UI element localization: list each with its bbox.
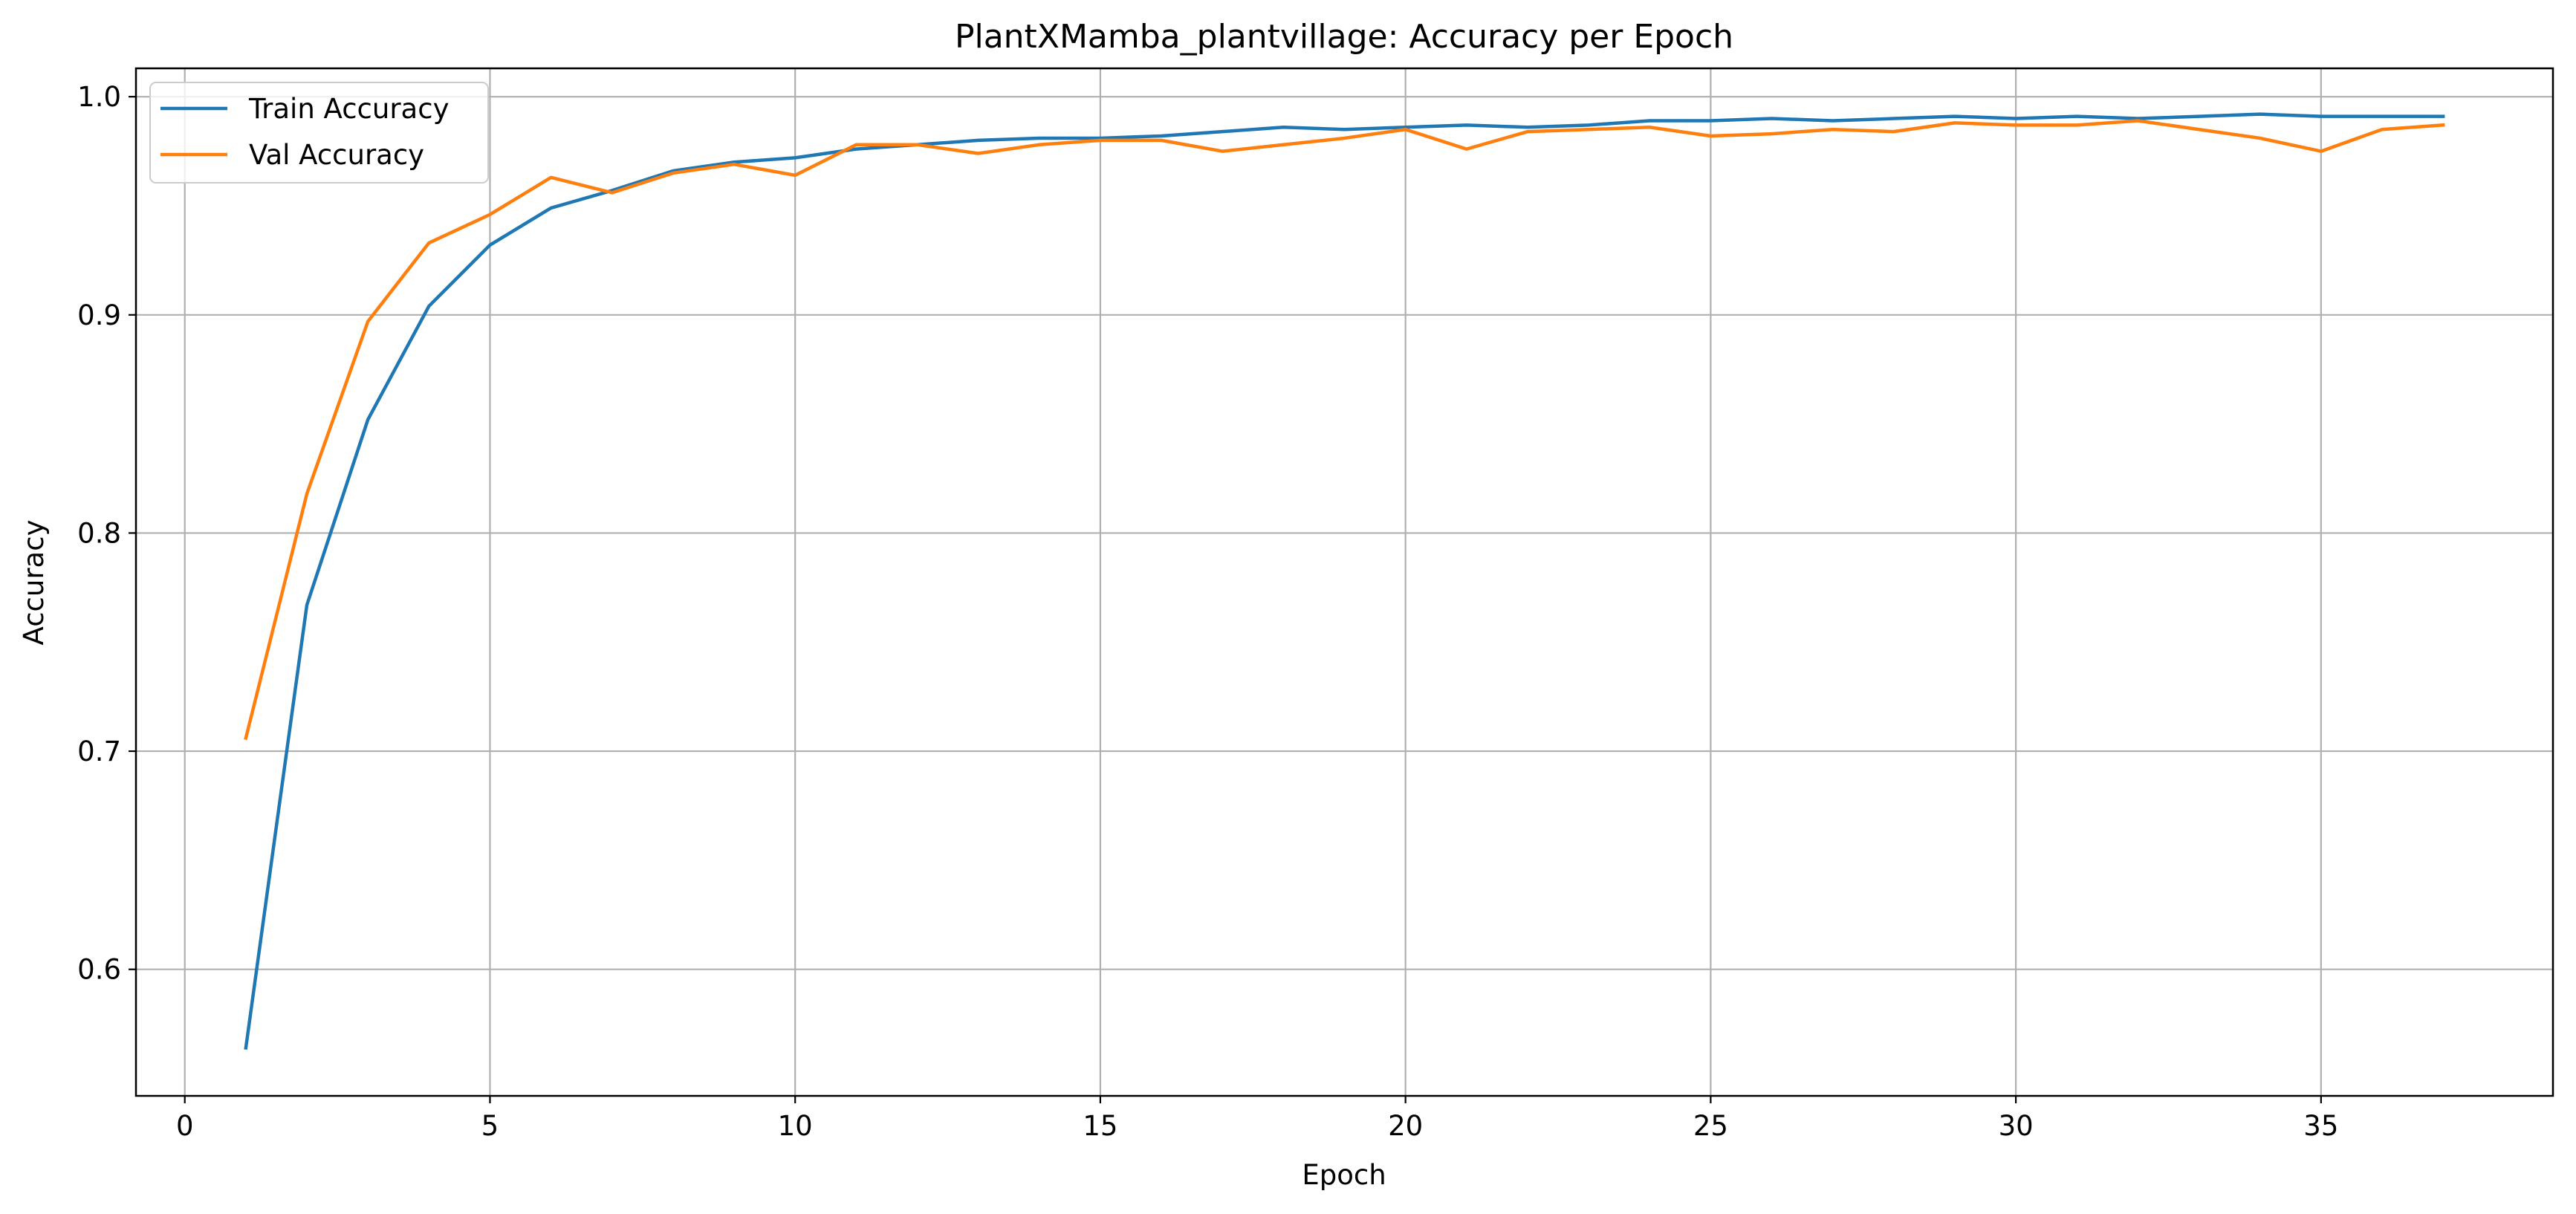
chart-title: PlantXMamba_plantvillage: Accuracy per E…: [955, 18, 1733, 56]
train-accuracy-series-line: [244, 112, 2445, 1050]
x-tick-label-20: 20: [1388, 1110, 1423, 1142]
x-tick-label-15: 15: [1083, 1110, 1117, 1142]
x-axis-label: Epoch: [1302, 1159, 1386, 1191]
x-tick-label-5: 5: [481, 1110, 499, 1142]
ticks-layer: 0 5 10 15 20 25 30 35 0.6 0.7 0.8 0.9 1.0: [77, 81, 2338, 1142]
x-tick-label-10: 10: [778, 1110, 813, 1142]
legend-box: [149, 82, 489, 184]
val-accuracy-series-line: [244, 119, 2445, 741]
x-tick-label-35: 35: [2303, 1110, 2338, 1142]
y-tick-label-1.0: 1.0: [77, 81, 121, 113]
x-tick-label-0: 0: [176, 1110, 194, 1142]
y-tick-label-0.7: 0.7: [77, 736, 121, 767]
grid-layer: [136, 68, 2553, 1096]
legend-val-accuracy-label: Val Accuracy: [249, 139, 424, 171]
legend-train-accuracy-label: Train Accuracy: [248, 93, 449, 125]
y-axis-label: Accuracy: [18, 520, 50, 646]
y-tick-label-0.8: 0.8: [77, 517, 121, 549]
legend: Train Accuracy Val Accuracy: [149, 82, 489, 184]
y-tick-label-0.6: 0.6: [77, 954, 121, 986]
axes-frame: [134, 67, 2554, 1097]
x-tick-label-25: 25: [1693, 1110, 1728, 1142]
y-tick-label-0.9: 0.9: [77, 299, 121, 331]
x-tick-label-30: 30: [1999, 1110, 2034, 1142]
series-layer: [244, 112, 2445, 1050]
